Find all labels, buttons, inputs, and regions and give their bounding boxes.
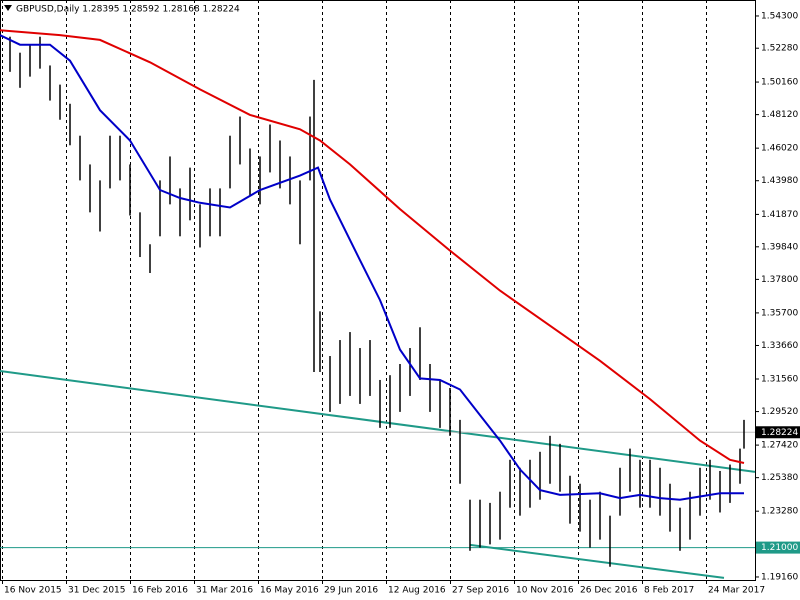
y-tick-label: 1.19160	[761, 572, 798, 582]
level-label-box	[756, 541, 800, 554]
x-tick-label: 16 Nov 2015	[4, 586, 62, 596]
y-tick-label: 1.46020	[761, 144, 798, 154]
y-tick-label: 1.37800	[761, 275, 798, 285]
level-label: 1.21000	[761, 543, 798, 553]
y-tick-label: 1.35700	[761, 308, 798, 318]
y-tick-label: 1.41870	[761, 210, 798, 220]
trendline	[0, 370, 756, 473]
x-tick-label: 24 Mar 2017	[708, 586, 765, 596]
y-tick-label: 1.33660	[761, 341, 798, 351]
x-tick-label: 12 Aug 2016	[388, 586, 446, 596]
x-tick-label: 29 Jun 2016	[324, 586, 378, 596]
y-tick-label: 1.48120	[761, 110, 798, 120]
menu-arrow[interactable]	[4, 5, 12, 11]
moving-average	[0, 29, 745, 464]
y-tick-label: 1.39840	[761, 242, 798, 252]
moving-average	[0, 34, 744, 501]
y-tick-label: 1.31560	[761, 375, 798, 385]
y-tick-label: 1.54300	[761, 11, 798, 21]
y-tick-label: 1.27420	[761, 441, 798, 451]
x-tick-label: 10 Nov 2016	[516, 586, 574, 596]
y-tick-label: 1.50160	[761, 78, 798, 88]
plot-frame	[0, 0, 756, 581]
y-tick-label: 1.23280	[761, 507, 798, 517]
x-tick-label: 16 May 2016	[260, 586, 319, 596]
price-label: 1.28224	[761, 428, 798, 438]
y-tick-label: 1.25380	[761, 473, 798, 483]
x-tick-label: 27 Sep 2016	[452, 586, 509, 596]
x-tick-label: 16 Feb 2016	[132, 586, 188, 596]
price-label-box	[756, 426, 800, 439]
trendline	[469, 543, 725, 579]
x-tick-label: 31 Mar 2016	[196, 586, 253, 596]
chart-title: GBPUSD,Daily 1.28395 1.28592 1.28168 1.2…	[16, 5, 240, 15]
x-tick-label: 26 Dec 2016	[580, 586, 638, 596]
y-tick-label: 1.29520	[761, 407, 798, 417]
x-tick-label: 31 Dec 2015	[68, 586, 126, 596]
y-tick-label: 1.52280	[761, 44, 798, 54]
y-tick-label: 1.43980	[761, 176, 798, 186]
x-tick-label: 8 Feb 2017	[644, 586, 694, 596]
